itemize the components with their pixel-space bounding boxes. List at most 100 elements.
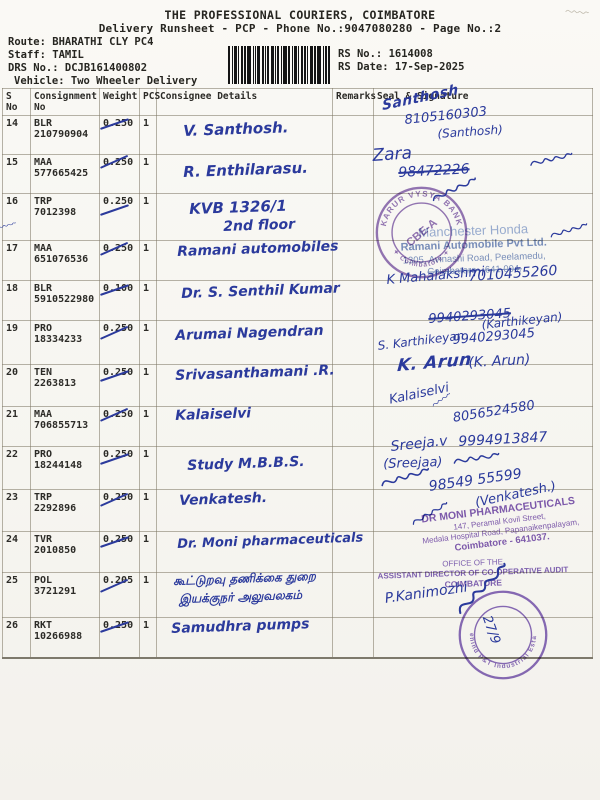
cell-s-no: 20 — [2, 364, 31, 407]
cell-weight: 0.250 — [99, 406, 140, 447]
cell-weight: 0.250 — [99, 240, 140, 281]
cell-seal-signature — [373, 280, 593, 321]
cell-remarks — [332, 617, 374, 659]
rs-date: RS Date: 17-Sep-2025 — [338, 61, 465, 73]
header-pcs: PCS — [139, 88, 160, 116]
consignee-handwriting: 2nd floor — [222, 216, 296, 235]
cell-s-no: 25 — [2, 572, 31, 618]
table-row: 16 TRP 7012398 0.250 1 KVB 1326/1 2nd floor — [2, 193, 593, 241]
cell-s-no: 26 — [2, 617, 31, 659]
cell-consignee-details: Srivasanthamani .R. — [156, 362, 336, 407]
cell-consignee-details: Dr. Moni pharmaceuticals — [156, 531, 363, 573]
cell-seal-signature — [373, 446, 593, 490]
cell-pcs: 1 — [139, 115, 157, 155]
consignee-handwriting: Kalaiselvi — [174, 405, 252, 424]
cell-seal-signature — [373, 240, 593, 281]
runsheet-table: S No Consignment No Weight PCS Consignee… — [2, 88, 593, 659]
consignee-handwriting: இயக்குநர் அலுவலகம் — [178, 587, 303, 606]
cell-seal-signature — [373, 154, 593, 194]
consignee-handwriting: Dr. S. Senthil Kumar — [180, 280, 341, 302]
cell-weight: 0.250 — [99, 446, 140, 490]
cell-remarks — [332, 320, 374, 365]
table-row: 17 MAA 651076536 0.250 1 Ramani automobiles — [2, 238, 593, 281]
table-row: 22 PRO 18244148 0.250 1 Study M.B.B.S. — [2, 446, 593, 490]
cell-weight: 0.250 — [99, 617, 140, 659]
cell-consignee-details: KVB 1326/1 2nd floor — [156, 193, 333, 241]
cell-weight: 0.250 — [99, 154, 140, 194]
cell-weight: 0.250 — [99, 364, 140, 407]
cell-pcs: 1 — [139, 280, 157, 321]
cell-consignee-details: R. Enthilarasu. — [156, 154, 333, 194]
cell-s-no: 21 — [2, 406, 31, 447]
table-row: 15 MAA 577665425 0.250 1 R. Enthilarasu. — [2, 154, 593, 194]
cell-s-no: 14 — [2, 115, 31, 155]
cell-remarks — [332, 572, 374, 618]
cell-seal-signature — [373, 531, 593, 573]
consignee-handwriting: Venkatesh. — [178, 489, 268, 509]
cell-pcs: 1 — [139, 406, 157, 447]
cell-pcs: 1 — [139, 320, 157, 365]
consignee-handwriting: Study M.B.B.S. — [186, 453, 305, 474]
cell-consignee-details: Kalaiselvi — [156, 405, 333, 447]
header-seal-signature: Seal & Signature — [373, 88, 593, 116]
cell-consignee-details: Dr. S. Senthil Kumar — [156, 280, 340, 321]
cell-seal-signature — [373, 489, 593, 532]
table-row: 26 RKT 10266988 0.250 1 Samudhra pumps — [2, 616, 593, 659]
cell-remarks — [332, 115, 374, 155]
cell-remarks — [332, 489, 374, 532]
cell-weight: 0.250 — [99, 193, 140, 241]
cell-seal-signature — [373, 193, 593, 241]
cell-consignment-no: MAA 651076536 — [30, 240, 100, 281]
cell-pcs: 1 — [139, 364, 157, 407]
staff-line: Staff: TAMIL — [8, 49, 84, 61]
cell-pcs: 1 — [139, 193, 157, 241]
cell-s-no: 18 — [2, 280, 31, 321]
drs-no-line: DRS No.: DCJB161400802 — [8, 62, 148, 74]
cell-remarks — [332, 154, 374, 194]
document-title: THE PROFESSIONAL COURIERS, COIMBATORE — [164, 8, 436, 22]
consignee-handwriting: Samudhra pumps — [170, 616, 310, 637]
cell-consignment-no: POL 3721291 — [30, 572, 100, 618]
cell-consignment-no: TRP 2292896 — [30, 489, 100, 532]
route-line: Route: BHARATHI CLY PC4 — [8, 36, 154, 48]
header-weight: Weight — [99, 88, 140, 116]
cell-remarks — [332, 280, 374, 321]
cell-remarks — [332, 531, 374, 573]
cell-consignee-details: Study M.B.B.S. — [156, 446, 333, 490]
cell-pcs: 1 — [139, 154, 157, 194]
cell-consignment-no: MAA 577665425 — [30, 154, 100, 194]
consignee-handwriting: Srivasanthamani .R. — [174, 362, 336, 384]
cell-consignment-no: TVR 2010850 — [30, 531, 100, 573]
cell-consignee-details: கூட்டுறவு தணிக்கை துறை இயக்குநர் அலுவலகம் — [156, 569, 333, 618]
cell-weight: 0.250 — [99, 489, 140, 532]
header-remarks: Remarks — [332, 88, 376, 116]
table-row: 18 BLR 5910522980 0.100 1 Dr. S. Senthil Kum… — [2, 280, 593, 321]
cell-s-no: 23 — [2, 489, 31, 532]
table-row: 24 TVR 2010850 0.250 1 Dr. Moni pharmaceutic… — [2, 531, 593, 573]
cell-s-no: 17 — [2, 240, 31, 281]
cell-remarks — [332, 406, 374, 447]
cell-weight: 0.250 — [99, 531, 140, 573]
cell-seal-signature — [373, 617, 593, 659]
cell-pcs: 1 — [139, 572, 157, 618]
cell-remarks — [332, 193, 374, 241]
cell-consignee-details: Venkatesh. — [156, 489, 333, 532]
cell-pcs: 1 — [139, 489, 157, 532]
cell-consignment-no: TEN 2263813 — [30, 364, 100, 407]
cell-consignee-details: Arumai Nagendran — [156, 320, 333, 365]
cell-weight: 0.250 — [99, 320, 140, 365]
rs-number: RS No.: 1614008 — [338, 48, 433, 60]
cell-pcs: 1 — [139, 446, 157, 490]
cell-s-no: 19 — [2, 320, 31, 365]
cell-remarks — [332, 364, 374, 407]
barcode — [228, 46, 330, 84]
cell-seal-signature — [373, 364, 593, 407]
consignee-handwriting: R. Enthilarasu. — [182, 158, 309, 181]
consignee-handwriting: கூட்டுறவு தணிக்கை துறை — [172, 569, 316, 588]
header-consignment-no: Consignment No — [30, 88, 100, 116]
header-s-no: S No — [2, 88, 31, 116]
consignee-handwriting: Ramani automobiles — [176, 238, 339, 260]
cell-pcs: 1 — [139, 617, 157, 659]
cell-seal-signature — [373, 115, 593, 155]
